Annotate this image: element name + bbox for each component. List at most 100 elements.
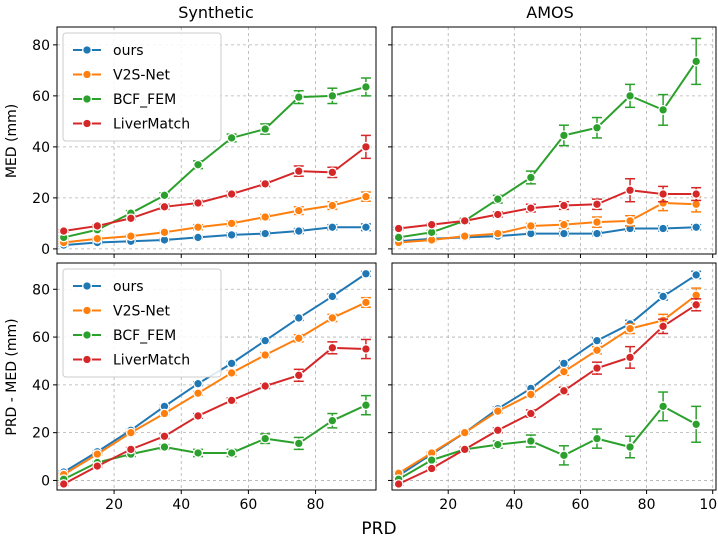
- series-livermatch: [58, 338, 371, 489]
- data-point: [658, 104, 669, 115]
- y-tick-label: 0: [41, 242, 50, 258]
- data-point: [360, 191, 371, 202]
- legend-label-livermatch: LiverMatch: [113, 353, 190, 369]
- x-tick-label: 80: [638, 497, 656, 513]
- data-point: [193, 198, 203, 208]
- legend-marker: [82, 69, 92, 80]
- data-point: [360, 400, 371, 411]
- data-point: [327, 342, 338, 353]
- x-tick-label: 100: [699, 497, 718, 513]
- data-point: [592, 363, 602, 374]
- data-point: [558, 130, 569, 141]
- axes-frame: [56, 26, 377, 255]
- data-point: [159, 442, 170, 452]
- data-point: [625, 185, 635, 196]
- column-title-synthetic: Synthetic: [178, 3, 254, 22]
- data-point: [492, 228, 503, 239]
- data-point: [293, 313, 304, 323]
- data-point: [658, 401, 669, 412]
- panel-top-right: [388, 26, 717, 258]
- data-point: [558, 385, 569, 396]
- data-point: [193, 378, 203, 389]
- y-tick-label: 60: [32, 330, 50, 346]
- data-point: [260, 228, 271, 239]
- axes-frame: [391, 26, 717, 255]
- data-point: [327, 167, 338, 178]
- data-point: [625, 90, 635, 101]
- y-tick-label: 0: [41, 473, 50, 489]
- series-line-bcf-fem: [398, 405, 697, 481]
- data-point: [459, 427, 470, 438]
- x-tick-label: 20: [105, 497, 123, 513]
- legend-marker: [82, 354, 92, 365]
- data-point: [293, 370, 304, 381]
- y-tick-label: 80: [32, 38, 50, 54]
- data-point: [492, 406, 503, 417]
- x-tick-label: 80: [307, 497, 325, 513]
- legend-marker: [82, 281, 92, 291]
- data-point: [327, 415, 338, 426]
- data-point: [492, 209, 503, 220]
- data-point: [360, 141, 371, 152]
- data-point: [393, 223, 404, 234]
- data-point: [193, 222, 203, 233]
- data-point: [260, 433, 271, 444]
- panel-top-left: 0 20 40 60 80 ours V2S-Net BCF_FEM LiverMatch: [32, 26, 377, 258]
- data-point: [159, 201, 170, 212]
- series-livermatch: [58, 134, 371, 236]
- data-point: [558, 219, 569, 230]
- panel-bottom-left: 20 40 60 80 0 20 40 60 80 ours V2S-Net BCF_FEM Liver…: [32, 262, 377, 513]
- panel-bottom-right: 20 40 60 80 100: [388, 262, 718, 513]
- data-point: [226, 229, 237, 240]
- y-axis-label-top: MED (mm): [4, 104, 20, 178]
- data-point: [625, 442, 635, 452]
- data-point: [193, 388, 203, 399]
- data-point: [260, 381, 271, 392]
- series-livermatch: [393, 298, 702, 489]
- data-point: [525, 203, 536, 214]
- data-point: [360, 344, 371, 354]
- y-tick-label: 40: [32, 378, 50, 394]
- y-tick-label: 60: [32, 89, 50, 105]
- legend-label-bcf-fem: BCF_FEM: [113, 328, 176, 344]
- data-point: [525, 389, 536, 400]
- data-point: [592, 217, 602, 228]
- data-point: [226, 395, 237, 406]
- data-point: [459, 444, 470, 455]
- data-point: [525, 220, 536, 231]
- data-point: [226, 132, 237, 143]
- data-point: [327, 222, 338, 233]
- data-point: [92, 461, 103, 472]
- data-point: [592, 335, 602, 346]
- series-line-livermatch: [398, 303, 697, 485]
- axes-frame: [56, 262, 377, 491]
- data-point: [525, 436, 536, 446]
- data-point: [459, 231, 470, 242]
- data-point: [691, 189, 702, 200]
- legend-label-ours: ours: [113, 43, 144, 59]
- data-point: [525, 408, 536, 419]
- data-point: [360, 297, 371, 308]
- y-tick-label: 80: [32, 282, 50, 298]
- x-tick-label: 60: [572, 497, 590, 513]
- data-point: [293, 166, 304, 177]
- legend-marker: [82, 94, 92, 104]
- series-v2s-net: [393, 194, 702, 248]
- data-point: [426, 463, 437, 474]
- data-point: [159, 190, 170, 201]
- data-point: [125, 427, 136, 438]
- data-point: [226, 358, 237, 369]
- data-point: [558, 450, 569, 461]
- x-tick-label: 40: [505, 497, 523, 513]
- data-point: [558, 358, 569, 369]
- data-point: [159, 227, 170, 238]
- legend-marker: [82, 305, 92, 316]
- y-tick-label: 20: [32, 426, 50, 442]
- data-point: [327, 90, 338, 101]
- x-tick-label: 60: [239, 497, 257, 513]
- data-point: [226, 367, 237, 378]
- data-point: [558, 228, 569, 239]
- data-point: [293, 333, 304, 344]
- data-point: [58, 479, 69, 489]
- data-point: [293, 226, 304, 236]
